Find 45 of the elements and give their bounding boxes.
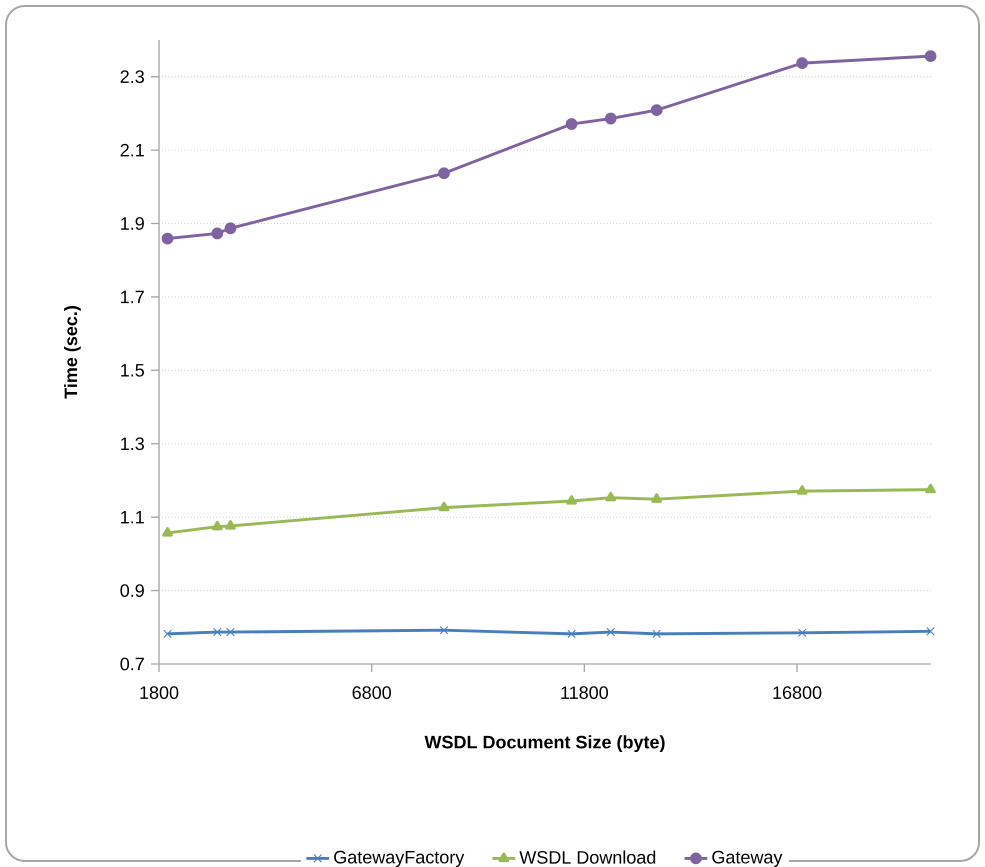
- point: [651, 493, 662, 503]
- point: [652, 630, 661, 638]
- point: [226, 628, 235, 636]
- point: [224, 222, 236, 234]
- point: [162, 527, 173, 537]
- point: [604, 112, 617, 124]
- point: [567, 630, 576, 638]
- point: [796, 57, 808, 69]
- x-tick-label: 11800: [561, 686, 608, 699]
- x-tick-label: 1800: [140, 686, 178, 699]
- point: [798, 628, 806, 638]
- y-axis-title: Time (sec.): [64, 306, 81, 399]
- point: [606, 628, 616, 636]
- point: [438, 167, 450, 180]
- point: [212, 628, 222, 636]
- point: [796, 485, 808, 495]
- legend-label: WSDL Download: [519, 850, 656, 864]
- y-tick-label: 1.5: [121, 364, 144, 377]
- point: [926, 627, 935, 636]
- y-tick-label: 1.9: [121, 217, 144, 230]
- legend-label: Gateway: [712, 850, 782, 867]
- x-axis-title: WSDL Document Size (byte): [424, 735, 665, 752]
- x-tick-label: 6800: [352, 686, 391, 699]
- point: [924, 50, 936, 62]
- point: [211, 228, 224, 240]
- point: [925, 484, 936, 494]
- legend-label: GatewayFactory: [334, 850, 464, 867]
- y-tick-label: 1.7: [121, 290, 144, 304]
- y-tick-label: 1.3: [121, 437, 144, 450]
- y-tick-label: 1.1: [121, 510, 144, 524]
- y-tick-label: 0.7: [120, 658, 144, 670]
- point: [566, 495, 577, 505]
- point: [438, 502, 450, 512]
- point: [225, 520, 236, 530]
- point: [212, 520, 223, 530]
- y-tick-label: 2.1: [120, 144, 144, 156]
- point: [162, 232, 174, 244]
- point: [605, 492, 616, 502]
- x-tick-label: 16800: [773, 686, 822, 699]
- point: [440, 626, 448, 635]
- point: [650, 104, 663, 116]
- y-tick-label: 2.3: [120, 70, 144, 84]
- point: [566, 118, 578, 130]
- y-tick-label: 0.9: [120, 584, 144, 597]
- point: [163, 630, 172, 638]
